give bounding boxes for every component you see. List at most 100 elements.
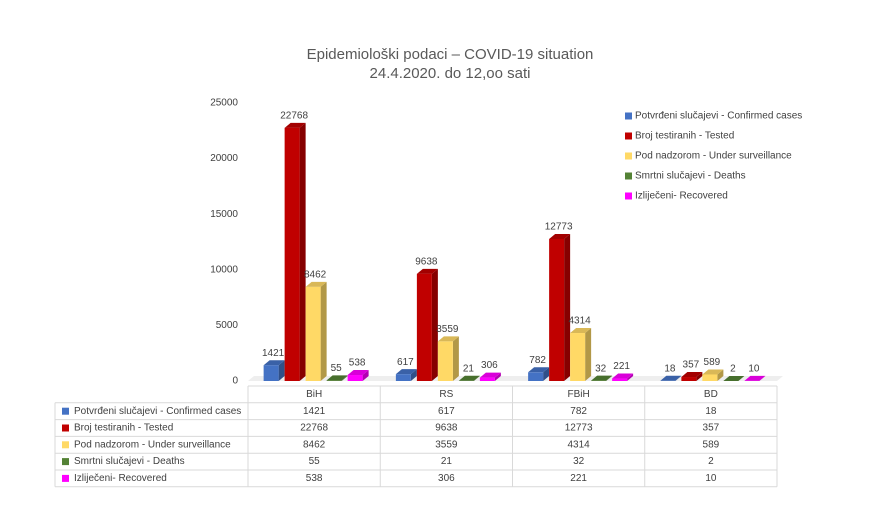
bar-top — [528, 367, 550, 373]
bar-side — [675, 375, 682, 381]
bar — [681, 377, 697, 381]
data-label: 22768 — [280, 110, 308, 121]
data-label: 538 — [349, 358, 366, 369]
bar-top — [263, 360, 285, 366]
bar-side — [759, 375, 766, 381]
data-label: 1421 — [262, 348, 285, 359]
table-cell: 538 — [306, 473, 323, 484]
chart-title: Epidemiološki podaci – COVID-19 situatio… — [307, 46, 594, 63]
legend-label: Izliječeni- Recovered — [635, 191, 728, 202]
table-cell: 32 — [573, 456, 585, 467]
table-cell: 2 — [708, 456, 714, 467]
table-cell: 55 — [309, 456, 321, 467]
bar — [479, 377, 495, 381]
y-tick-label: 5000 — [216, 320, 239, 331]
table-legend-swatch — [62, 407, 69, 415]
bar-top — [479, 372, 501, 378]
table-cell: 21 — [441, 456, 453, 467]
legend-swatch — [625, 192, 632, 200]
bar-side — [627, 373, 634, 381]
table-cell: 8462 — [303, 439, 326, 450]
legend-label: Pod nadzorom - Under surveillance — [635, 151, 792, 162]
table-legend-swatch — [62, 458, 69, 466]
bar — [347, 375, 363, 381]
bar — [702, 374, 718, 381]
bar-top — [284, 122, 306, 128]
bar-top — [347, 370, 369, 376]
bar — [549, 238, 565, 381]
bar-top — [612, 373, 634, 379]
data-label: 18 — [664, 363, 676, 374]
data-label: 617 — [397, 357, 414, 368]
bar — [570, 333, 586, 381]
table-cell: 12773 — [565, 423, 593, 434]
bar-side — [320, 281, 327, 381]
y-tick-label: 15000 — [210, 209, 238, 220]
bar-side — [362, 370, 369, 381]
chart-subtitle: 24.4.2020. do 12,oo sati — [370, 65, 531, 82]
x-tick-label: FBiH — [568, 389, 590, 400]
table-cell: 22768 — [300, 423, 328, 434]
table-row-label: Potvrđeni slučajevi - Confirmed cases — [74, 406, 241, 417]
bar — [305, 286, 321, 381]
bar-top — [305, 281, 327, 287]
data-label: 4314 — [569, 316, 592, 327]
bar — [326, 380, 342, 381]
table-row-label: Smrtni slučajevi - Deaths — [74, 456, 185, 467]
legend-label: Smrtni slučajevi - Deaths — [635, 171, 746, 182]
table-cell: 221 — [570, 473, 587, 484]
bar-top — [681, 372, 703, 378]
bar — [528, 372, 544, 381]
bar-top — [723, 375, 745, 381]
bar-side — [696, 372, 703, 381]
bar — [416, 273, 432, 381]
table-legend-swatch — [62, 474, 69, 482]
x-tick-label: BD — [704, 389, 718, 400]
bar — [263, 365, 279, 381]
table-cell: 10 — [705, 473, 717, 484]
legend-label: Potvrđeni slučajevi - Confirmed cases — [635, 111, 802, 122]
table-row-label: Broj testiranih - Tested — [74, 423, 173, 434]
x-tick-label: RS — [439, 389, 453, 400]
data-label: 589 — [704, 357, 721, 368]
table-cell: 782 — [570, 406, 587, 417]
bar-top — [660, 375, 682, 381]
bar-top — [549, 233, 571, 239]
data-label: 55 — [331, 363, 343, 374]
bar-top — [744, 375, 766, 381]
y-tick-label: 10000 — [210, 264, 238, 275]
table-legend-swatch — [62, 441, 69, 449]
data-label: 3559 — [436, 324, 459, 335]
data-label: 12773 — [545, 222, 573, 233]
bar-side — [606, 375, 613, 381]
bar-side — [717, 369, 724, 381]
table-row-label: Izliječeni- Recovered — [74, 473, 167, 484]
data-label: 782 — [529, 355, 546, 366]
bar-side — [278, 360, 285, 381]
bar-side — [341, 375, 348, 381]
bar-side — [494, 372, 501, 381]
table-cell: 18 — [705, 406, 717, 417]
legend-label: Broj testiranih - Tested — [635, 131, 734, 142]
bar-side — [299, 122, 306, 382]
data-label: 10 — [748, 364, 760, 375]
bar — [612, 378, 628, 381]
table-cell: 9638 — [435, 423, 458, 434]
data-label: 8462 — [304, 270, 327, 281]
table-row-label: Pod nadzorom - Under surveillance — [74, 439, 231, 450]
data-label: 32 — [595, 363, 607, 374]
table-cell: 357 — [703, 423, 720, 434]
bar — [395, 374, 411, 381]
y-tick-label: 0 — [232, 376, 238, 387]
bar — [284, 127, 300, 381]
bar-top — [702, 369, 724, 375]
bar-top — [570, 328, 592, 334]
table-cell: 4314 — [568, 439, 591, 450]
bar-side — [431, 268, 438, 381]
x-tick-label: BiH — [306, 389, 322, 400]
table-legend-swatch — [62, 424, 69, 432]
table-cell: 589 — [703, 439, 720, 450]
table-cell: 3559 — [435, 439, 458, 450]
table-cell: 306 — [438, 473, 455, 484]
bar-side — [738, 375, 745, 381]
